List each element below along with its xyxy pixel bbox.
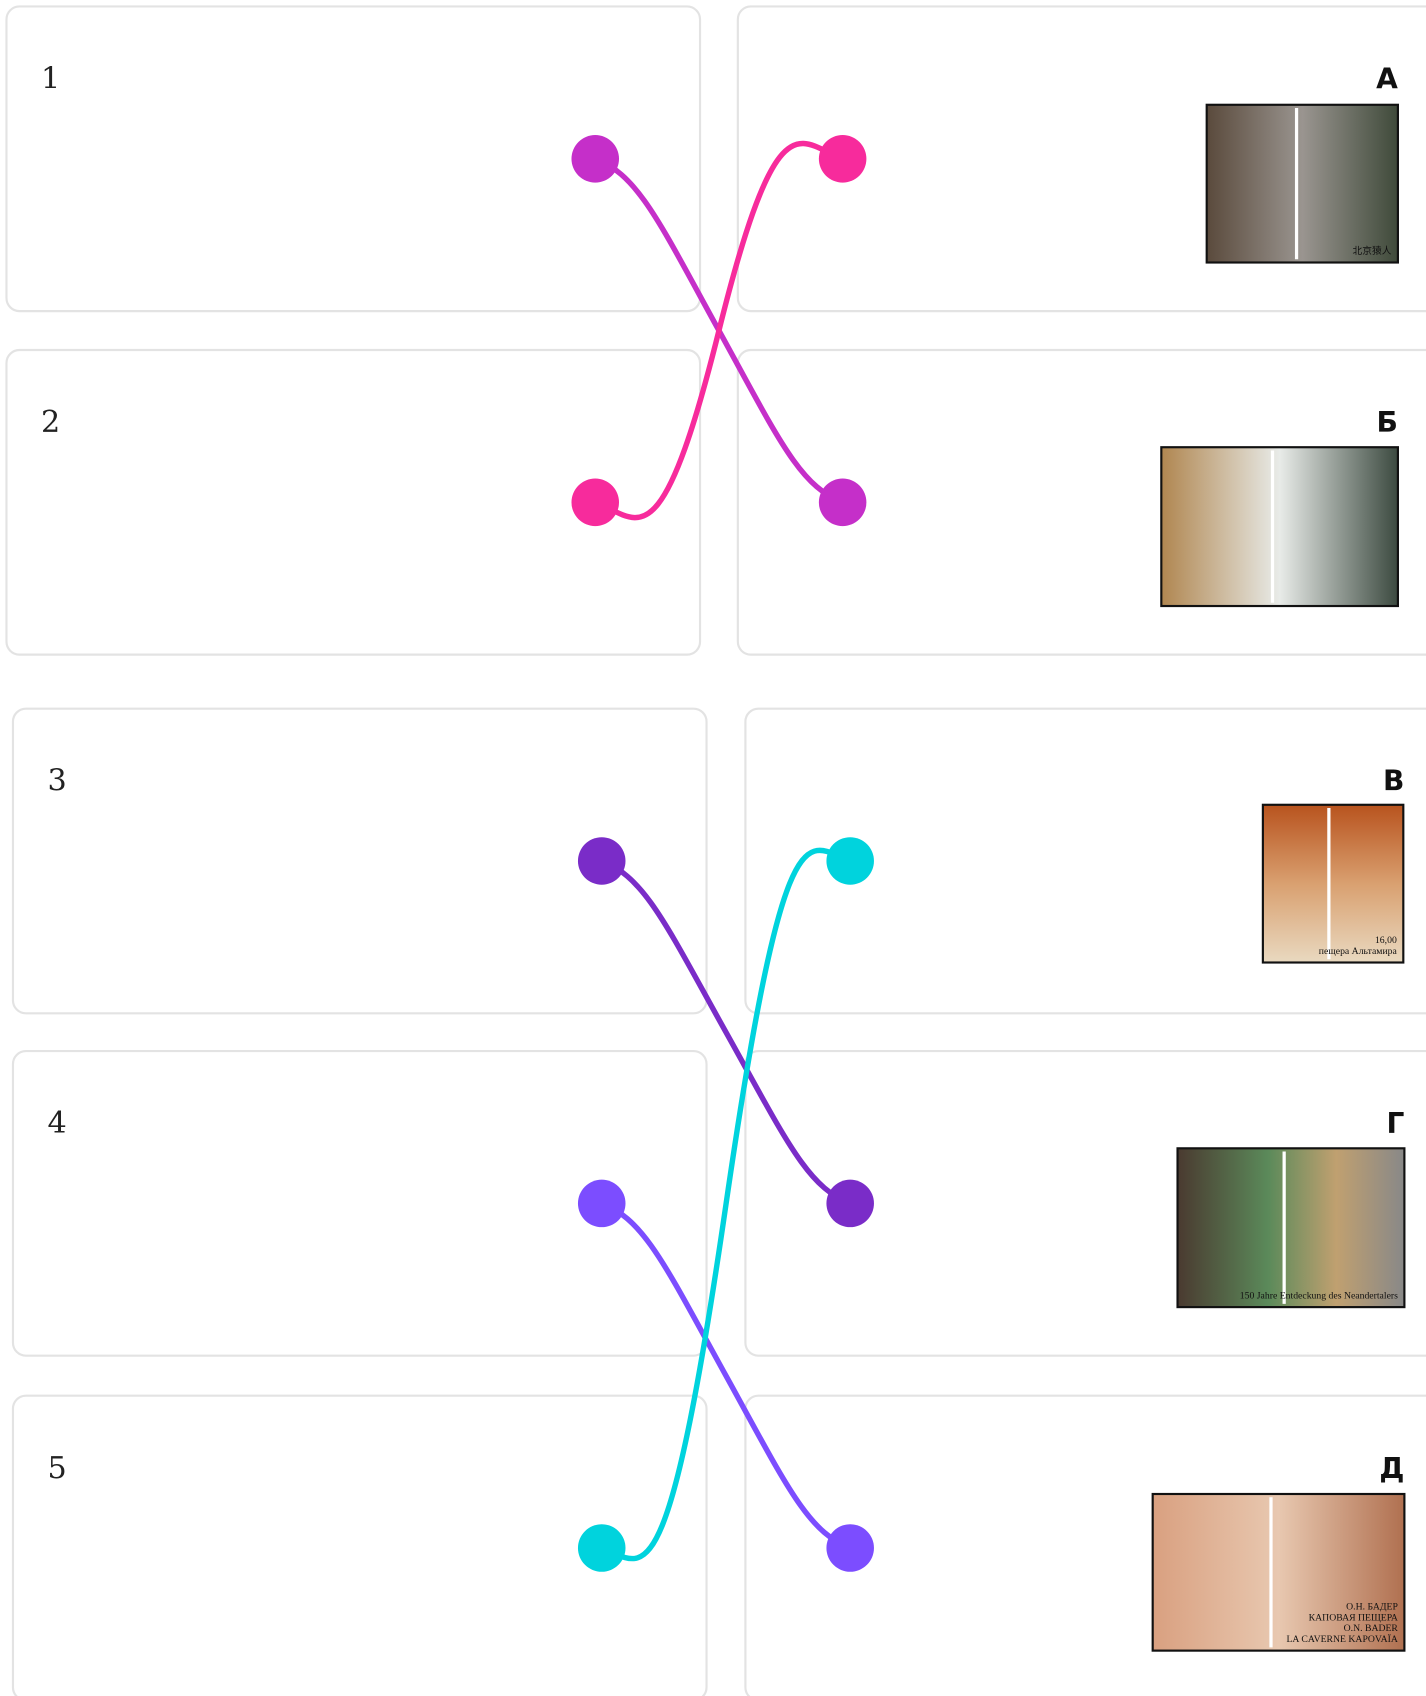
connection-handle xyxy=(826,1180,874,1228)
item-number: 3 xyxy=(48,764,67,799)
connection-handle xyxy=(826,1524,874,1572)
image-caption: КАПОВАЯ ПЕЩЕРА xyxy=(1309,1612,1398,1623)
item-number: 1 xyxy=(41,62,60,97)
connection-handle xyxy=(571,135,619,183)
item-image xyxy=(1161,447,1398,606)
image-caption: 16,00 xyxy=(1375,935,1397,946)
item-letter: В xyxy=(1383,765,1404,798)
item-number: 4 xyxy=(48,1106,67,1141)
item-number: 5 xyxy=(48,1451,67,1486)
connection-handle xyxy=(819,479,867,527)
image-caption: 150 Jahre Entdeckung des Neandertalers xyxy=(1240,1290,1398,1301)
image-caption: O.N. BADER xyxy=(1344,1623,1399,1634)
item-letter: Б xyxy=(1377,406,1398,439)
connection-handle xyxy=(571,479,619,527)
item-image xyxy=(1207,105,1398,263)
connection-handle xyxy=(826,837,874,885)
item-letter: Г xyxy=(1386,1107,1404,1140)
item-image xyxy=(1178,1148,1405,1307)
connection-handle xyxy=(819,135,867,183)
matching-exercise: 1 2 3 4 5 А 北京猿人 Б В 16,00пещера Альтамира Г 150 Ja… xyxy=(0,0,1426,1696)
image-caption: пещера Альтамира xyxy=(1319,946,1398,957)
image-caption: О.Н. БАДЕР xyxy=(1346,1602,1398,1613)
image-caption: 北京猿人 xyxy=(1353,244,1392,257)
image-caption: LA CAVERNE KAPOVAÏA xyxy=(1286,1633,1397,1645)
connection-handle xyxy=(578,837,626,885)
connection-handle xyxy=(578,1524,626,1572)
connection-handle xyxy=(578,1180,626,1228)
item-letter: А xyxy=(1376,63,1398,96)
item-letter: Д xyxy=(1379,1452,1404,1485)
item-number: 2 xyxy=(41,405,60,440)
page: 1 2 3 4 5 А 北京猿人 Б В 16,00пещера Альтамира Г 150 Ja… xyxy=(0,0,1426,1696)
